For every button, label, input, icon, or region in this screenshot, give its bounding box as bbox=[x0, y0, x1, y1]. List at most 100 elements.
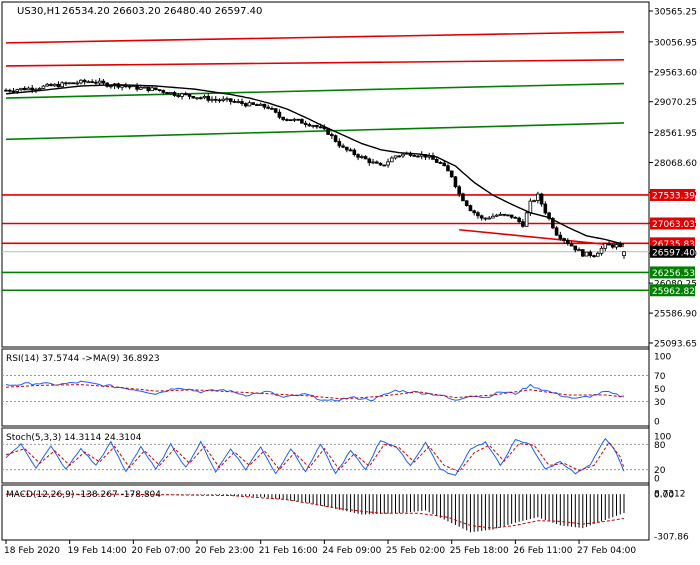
candle bbox=[26, 86, 31, 91]
candle-body bbox=[577, 249, 581, 252]
candle bbox=[180, 92, 184, 100]
time-tick-label: 26 Feb 11:00 bbox=[513, 546, 572, 556]
candle bbox=[461, 192, 465, 202]
time-tick-label: 20 Feb 23:00 bbox=[195, 546, 254, 556]
candle-body bbox=[468, 205, 473, 212]
candle bbox=[273, 108, 278, 114]
rsi-title: RSI(14) 37.5744 ->MA(9) 36.8923 bbox=[6, 354, 160, 364]
candle bbox=[446, 163, 450, 172]
candle bbox=[191, 95, 196, 99]
price-tick-label: 30565.25 bbox=[654, 8, 697, 18]
candle bbox=[187, 93, 192, 100]
support-level-label-bg bbox=[650, 284, 695, 297]
macd-tick-label: -307.86 bbox=[654, 533, 689, 543]
candle bbox=[112, 82, 117, 90]
candle bbox=[176, 92, 181, 98]
candle-body bbox=[22, 87, 27, 91]
stoch-signal-line bbox=[5, 441, 625, 473]
candle-body bbox=[202, 95, 207, 99]
candle bbox=[367, 157, 372, 166]
candle-body bbox=[584, 251, 589, 257]
candle-body bbox=[333, 135, 338, 142]
candle bbox=[281, 116, 285, 122]
candle-body bbox=[581, 249, 585, 257]
candle-body bbox=[228, 98, 233, 102]
time-tick-label: 25 Feb 18:00 bbox=[450, 546, 509, 556]
candle-body bbox=[521, 221, 525, 227]
candle bbox=[228, 98, 233, 105]
candle-body bbox=[498, 213, 503, 216]
candle-body bbox=[502, 213, 506, 216]
candle-body bbox=[588, 251, 593, 256]
candle-body bbox=[573, 245, 578, 251]
candle bbox=[348, 147, 353, 152]
candle bbox=[198, 96, 203, 100]
candle-body bbox=[150, 87, 154, 92]
candle-body bbox=[94, 81, 98, 84]
candle bbox=[517, 216, 521, 224]
candle bbox=[79, 79, 83, 85]
candle-body bbox=[461, 193, 465, 202]
candle bbox=[416, 154, 420, 158]
macd-tick-label: 0.00 bbox=[654, 491, 674, 501]
candle bbox=[266, 104, 270, 110]
candle bbox=[539, 192, 544, 207]
candle-body bbox=[247, 102, 252, 107]
candle-body bbox=[37, 88, 42, 90]
candle bbox=[4, 88, 8, 92]
candle bbox=[195, 97, 199, 101]
candle bbox=[393, 155, 398, 160]
candle-body bbox=[554, 227, 559, 236]
time-tick-label: 24 Feb 09:00 bbox=[322, 546, 381, 556]
candle-body bbox=[30, 87, 35, 91]
candle-body bbox=[341, 145, 345, 148]
candle bbox=[247, 100, 252, 107]
chart-symbol: US30,H1 bbox=[17, 6, 60, 17]
candle bbox=[386, 158, 390, 168]
candle-body bbox=[386, 161, 390, 166]
candle bbox=[509, 214, 514, 219]
candle bbox=[513, 216, 518, 219]
candle bbox=[581, 249, 585, 258]
candle-body bbox=[49, 83, 53, 87]
candle-body bbox=[453, 176, 458, 188]
candle bbox=[146, 86, 151, 93]
candle-body bbox=[180, 93, 184, 97]
candle-body bbox=[195, 97, 199, 100]
rsi-tick-label: 100 bbox=[654, 353, 671, 363]
candle bbox=[7, 88, 12, 93]
candle bbox=[82, 78, 87, 85]
candle bbox=[262, 103, 267, 110]
candle-body bbox=[71, 82, 76, 85]
candle bbox=[584, 251, 589, 257]
candle-body bbox=[4, 89, 8, 92]
candle-body bbox=[288, 119, 293, 122]
candle bbox=[165, 91, 169, 95]
candle-body bbox=[213, 98, 218, 101]
trend-line-red bbox=[5, 31, 625, 44]
candle-body bbox=[442, 162, 447, 167]
candle-body bbox=[97, 80, 102, 84]
price-tick-label: 30056.95 bbox=[654, 38, 697, 48]
candle bbox=[161, 89, 166, 96]
candle bbox=[371, 158, 375, 165]
candle-body bbox=[34, 88, 38, 91]
candle bbox=[558, 231, 563, 241]
candle bbox=[592, 254, 596, 258]
candle bbox=[255, 103, 259, 107]
candle-body bbox=[225, 98, 229, 101]
candle-body bbox=[614, 244, 619, 248]
stoch-tick-label: 20 bbox=[654, 466, 666, 476]
candle bbox=[49, 83, 53, 87]
candle-body bbox=[524, 212, 529, 227]
candle bbox=[476, 211, 480, 219]
stoch-tick-label: 80 bbox=[654, 441, 666, 451]
candle-body bbox=[90, 81, 94, 84]
candle bbox=[468, 204, 473, 212]
price-tick-label: 29563.60 bbox=[654, 68, 697, 78]
candle bbox=[378, 162, 383, 166]
candle-body bbox=[109, 85, 113, 88]
stoch-main-line bbox=[5, 437, 625, 476]
